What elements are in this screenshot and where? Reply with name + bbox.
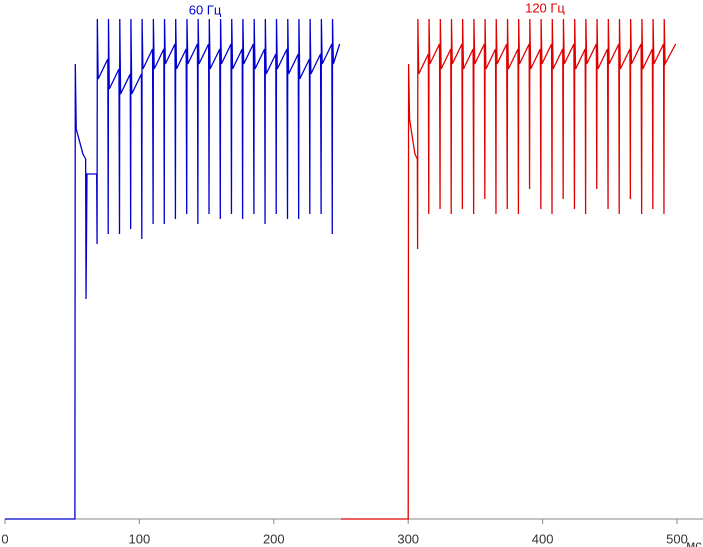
x-axis-label: мс (686, 537, 702, 547)
x-tick-label: 100 (129, 531, 151, 546)
x-tick-label: 300 (397, 531, 419, 546)
annotation: 120 Гц (525, 0, 565, 15)
annotation: 60 Гц (189, 2, 222, 17)
x-tick-label: 400 (532, 531, 554, 546)
x-tick-label: 0 (1, 531, 8, 546)
x-tick-label: 500 (666, 531, 688, 546)
x-tick-label: 200 (263, 531, 285, 546)
series-line (341, 18, 677, 520)
series-line (5, 18, 341, 520)
